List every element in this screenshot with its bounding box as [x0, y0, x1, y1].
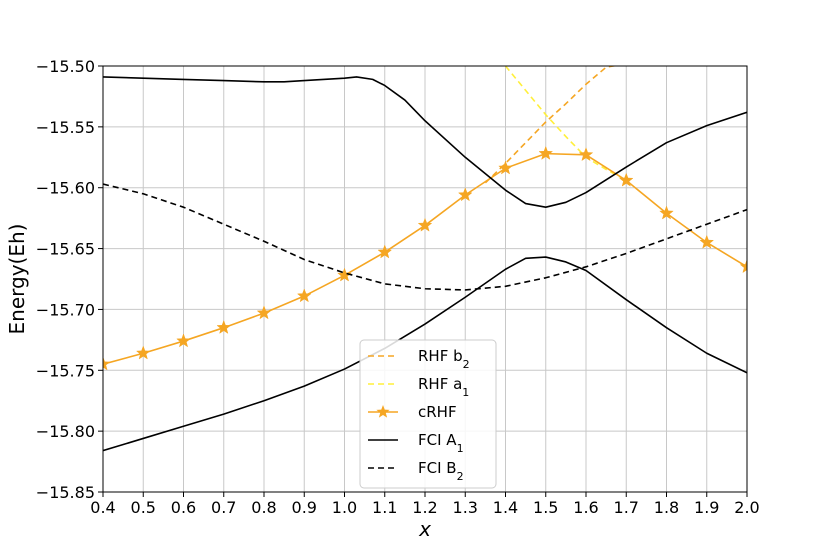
data-point-crhf — [578, 147, 594, 162]
legend-label-rhf-b2: RHF b2 — [418, 347, 470, 371]
series-line-fci-a1 — [103, 76, 747, 208]
y-tick-label: −15.70 — [36, 300, 95, 319]
data-point-crhf — [337, 267, 352, 282]
data-point-crhf — [457, 187, 473, 202]
series-layer — [103, 66, 747, 452]
data-point-crhf — [135, 345, 151, 360]
y-tick-label: −15.75 — [36, 361, 95, 380]
x-tick-label: 1.0 — [332, 498, 357, 517]
y-tick-label: −15.60 — [36, 179, 95, 198]
x-tick-label: 1.7 — [614, 498, 639, 517]
legend-label-fci-a1: FCI A1 — [418, 431, 464, 455]
x-tick-label: 1.9 — [694, 498, 719, 517]
x-tick-label: 1.8 — [654, 498, 679, 517]
legend-box — [359, 339, 497, 489]
y-axis-label: Energy(Eh) — [5, 224, 29, 335]
x-tick-label: 0.6 — [171, 498, 196, 517]
x-tick-label: 0.5 — [131, 498, 156, 517]
data-point-crhf — [216, 319, 232, 334]
x-tick-label: 1.6 — [573, 498, 598, 517]
x-tick-label: 1.3 — [453, 498, 478, 517]
x-tick-label: 2.0 — [734, 498, 759, 517]
x-tick-label: 1.1 — [372, 498, 397, 517]
y-tick-label: −15.80 — [36, 422, 95, 441]
series-line-fci-a1 — [103, 256, 747, 452]
x-tick-label: 0.7 — [211, 498, 236, 517]
data-point-crhf — [417, 217, 433, 232]
data-point-crhf — [256, 305, 272, 320]
data-point-crhf — [498, 160, 513, 175]
series-line-fci-b2 — [103, 183, 747, 291]
data-point-crhf — [296, 288, 312, 303]
data-point-crhf — [538, 145, 554, 160]
x-tick-label: 1.5 — [533, 498, 558, 517]
series-line-rhf-a1 — [504, 66, 627, 182]
data-point-crhf — [739, 259, 747, 274]
x-tick-label: 0.8 — [251, 498, 276, 517]
y-tick-label: −15.85 — [36, 483, 95, 502]
data-point-crhf — [659, 205, 674, 220]
data-point-crhf — [103, 356, 111, 371]
x-tick-label: 0.9 — [292, 498, 317, 517]
y-tick-label: −15.65 — [36, 240, 95, 259]
legend-marker-star — [376, 405, 390, 418]
data-point-crhf — [618, 172, 634, 187]
ticks: 0.4 0.5 0.6 0.7 0.8 0.9 1.0 1.1 1.2 1.3 1.4 1.5 1.6 1… — [36, 57, 760, 517]
x-tick-label: 1.2 — [412, 498, 437, 517]
series-line-rhf-b2 — [484, 66, 618, 184]
legend: RHF b2 RHF a1 cRHF FCI A1 FCI B2 — [359, 339, 497, 489]
legend-label-crhf: cRHF — [418, 403, 457, 421]
x-tick-label: 1.4 — [493, 498, 518, 517]
y-tick-label: −15.55 — [36, 118, 95, 137]
plot-area — [103, 66, 747, 452]
x-tick-label: 0.4 — [90, 498, 115, 517]
legend-label-fci-b2: FCI B2 — [418, 459, 464, 483]
legend-label-rhf-a1: RHF a1 — [418, 375, 469, 399]
data-point-crhf — [699, 234, 715, 249]
data-point-crhf — [377, 244, 393, 259]
x-axis-label: x — [418, 517, 431, 541]
y-tick-label: −15.50 — [36, 57, 95, 76]
data-point-crhf — [176, 333, 191, 348]
